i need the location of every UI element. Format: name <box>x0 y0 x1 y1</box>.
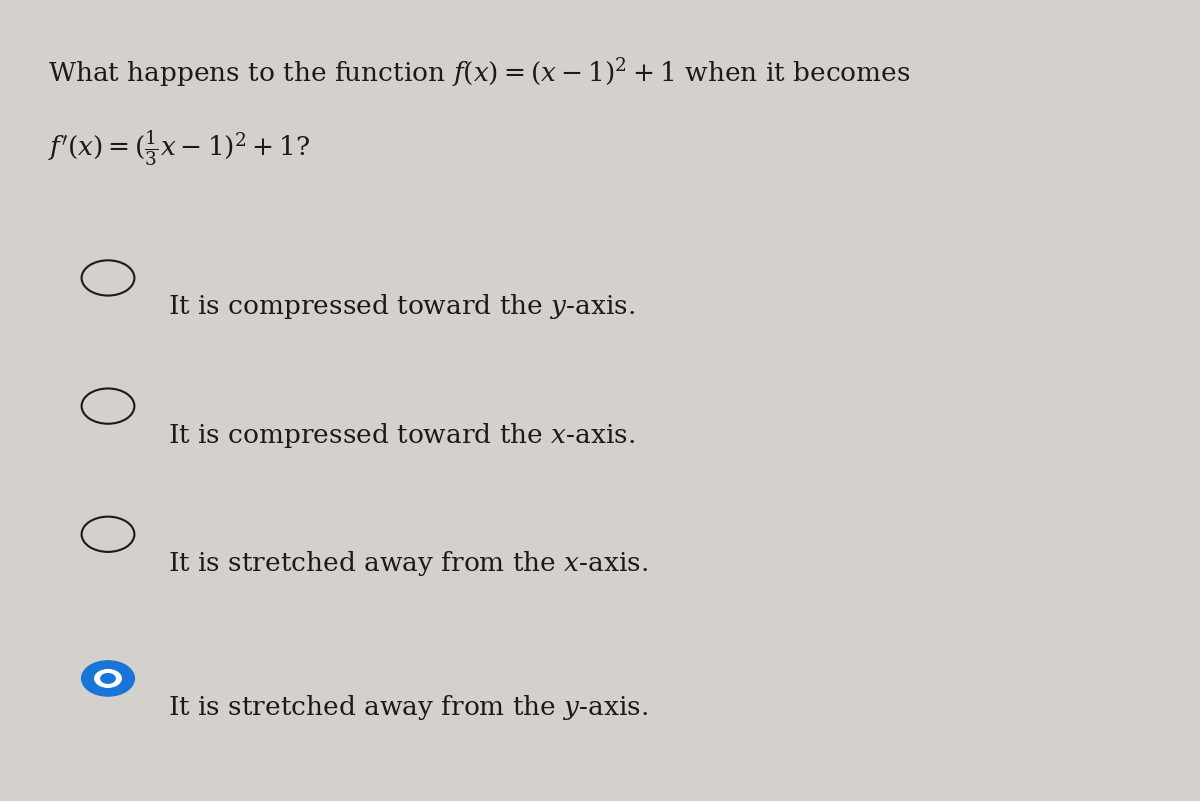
Text: It is compressed toward the $y$-axis.: It is compressed toward the $y$-axis. <box>168 292 635 321</box>
Text: It is stretched away from the $x$-axis.: It is stretched away from the $x$-axis. <box>168 549 648 578</box>
Circle shape <box>101 674 115 683</box>
Text: What happens to the function $f(x) = (x - 1)^2 + 1$ when it becomes: What happens to the function $f(x) = (x … <box>48 56 911 90</box>
Text: It is compressed toward the $x$-axis.: It is compressed toward the $x$-axis. <box>168 421 635 449</box>
Circle shape <box>95 670 121 687</box>
Circle shape <box>82 661 134 696</box>
Text: It is stretched away from the $y$-axis.: It is stretched away from the $y$-axis. <box>168 693 648 722</box>
Text: $f'(x) = (\frac{1}{3}x - 1)^2 + 1$?: $f'(x) = (\frac{1}{3}x - 1)^2 + 1$? <box>48 128 311 167</box>
